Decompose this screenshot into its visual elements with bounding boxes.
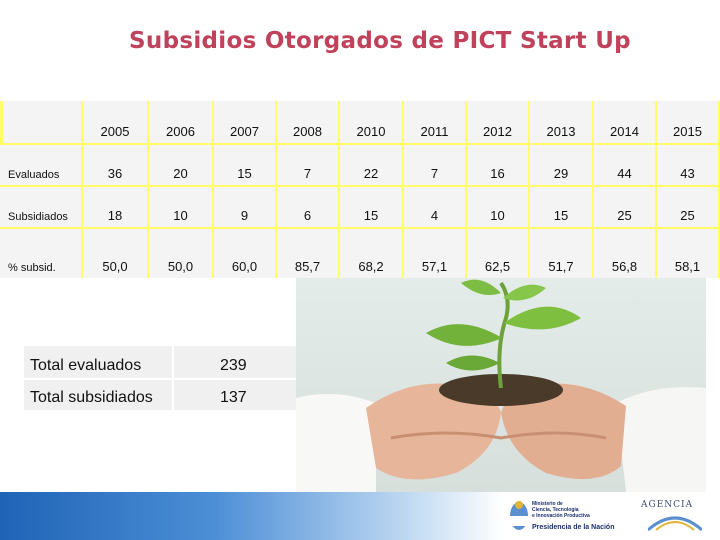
table-cell: 15: [340, 187, 402, 227]
table-cell: 9: [214, 187, 275, 227]
row-label-evaluados: Evaluados: [0, 145, 81, 185]
coat-of-arms-icon: [510, 501, 528, 530]
seedling-illustration: [296, 279, 706, 492]
year-header: 2013: [530, 101, 592, 143]
table-cell: 15: [530, 187, 592, 227]
subsidies-table: 2005 2006 2007 2008 2010 2011 2012 2013 …: [0, 101, 720, 278]
table-cell: 85,7: [277, 229, 338, 278]
agency-logo-icon: [648, 516, 702, 532]
agency-logo-text: AGENCIA: [641, 500, 694, 510]
table-cell: 22: [340, 145, 402, 185]
ministry-line: e Innovación Productiva: [532, 513, 590, 519]
table-cell: 62,5: [467, 229, 528, 278]
year-header: 2008: [277, 101, 338, 143]
year-header: 2010: [340, 101, 402, 143]
year-header: 2014: [594, 101, 655, 143]
row-label-subsidiados: Subsidiados: [0, 187, 81, 227]
presidency-label: Presidencia de la Nación: [532, 524, 615, 531]
table-cell: 18: [83, 187, 147, 227]
year-header: 2012: [467, 101, 528, 143]
table-cell: 7: [404, 145, 465, 185]
ministry-line: Ministerio de: [532, 501, 563, 507]
table-corner-cell: [3, 101, 81, 143]
row-label-percent: % subsid.: [0, 229, 81, 278]
table-cell: 50,0: [83, 229, 147, 278]
table-cell: 6: [277, 187, 338, 227]
table-cell: 50,0: [149, 229, 212, 278]
year-header: 2005: [83, 101, 147, 143]
table-cell: 4: [404, 187, 465, 227]
table-cell: 29: [530, 145, 592, 185]
table-cell: 25: [594, 187, 655, 227]
table-cell: 15: [214, 145, 275, 185]
slide-title: Subsidios Otorgados de PICT Start Up: [129, 28, 631, 54]
table-cell: 10: [149, 187, 212, 227]
total-evaluated-label: Total evaluados: [24, 346, 172, 378]
year-header: 2011: [404, 101, 465, 143]
total-subsidized-value: 137: [174, 380, 296, 410]
table-cell: 51,7: [530, 229, 592, 278]
table-cell: 10: [467, 187, 528, 227]
table-cell: 60,0: [214, 229, 275, 278]
table-cell: 57,1: [404, 229, 465, 278]
total-subsidized-label: Total subsidiados: [24, 380, 172, 410]
table-cell: 56,8: [594, 229, 655, 278]
table-cell: 25: [657, 187, 718, 227]
ministry-name: Ministerio de Ciencia, Tecnología e Inno…: [532, 501, 590, 519]
year-header: 2015: [657, 101, 718, 143]
table-cell: 16: [467, 145, 528, 185]
ministry-line: Ciencia, Tecnología: [532, 507, 579, 513]
table-cell: 44: [594, 145, 655, 185]
footer-logo-area: [500, 492, 720, 540]
table-cell: 36: [83, 145, 147, 185]
table-cell: 68,2: [340, 229, 402, 278]
total-evaluated-value: 239: [174, 346, 296, 378]
table-cell: 7: [277, 145, 338, 185]
table-cell: 20: [149, 145, 212, 185]
year-header: 2006: [149, 101, 212, 143]
hands-seedling-photo: [296, 278, 706, 492]
table-cell: 58,1: [657, 229, 718, 278]
table-cell: 43: [657, 145, 718, 185]
year-header: 2007: [214, 101, 275, 143]
